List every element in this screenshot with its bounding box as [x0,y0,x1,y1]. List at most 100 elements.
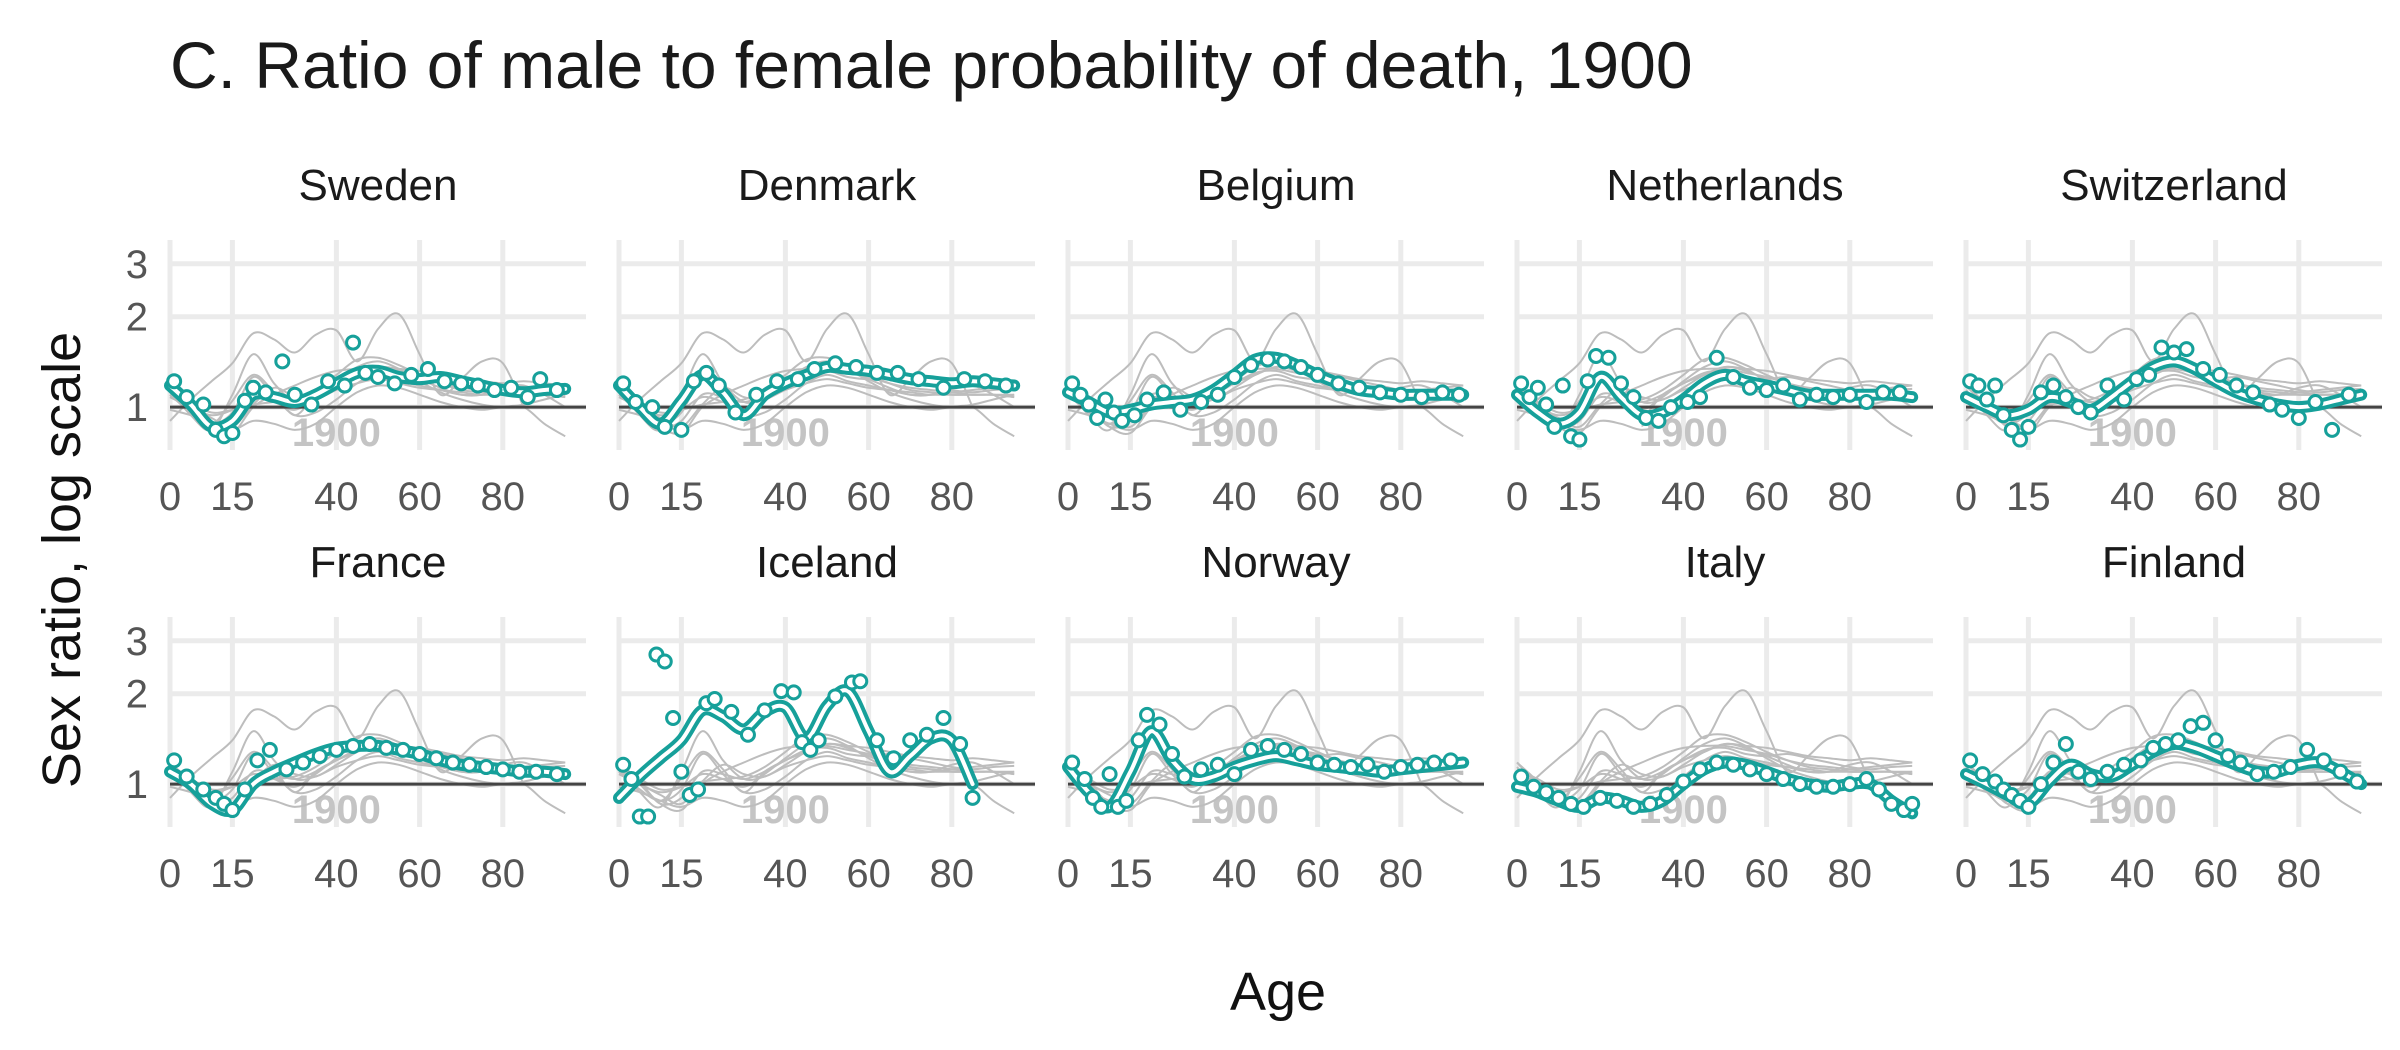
data-point [2170,732,2187,749]
data-point [1513,768,1530,785]
data-point [615,375,632,392]
x-tick-label: 80 [1379,475,1424,519]
data-point [2070,399,2087,416]
data-point [2211,366,2228,383]
data-point [2245,384,2262,401]
data-point [444,754,461,771]
data-point [1974,766,1991,783]
data-point [665,710,682,727]
data-point [1987,377,2004,394]
data-point [2299,741,2316,758]
x-tick-label: 60 [1295,852,1340,896]
data-point [2220,748,2237,765]
data-point [1725,368,1742,385]
x-tick-labels: 0 15 40 60 80 [1057,475,1423,519]
data-point [1883,795,1900,812]
x-tick-labels: 0 15 40 60 80 [1506,852,1872,896]
data-point [868,732,885,749]
x-tick-label: 80 [2277,475,2322,519]
panel-title: Iceland [756,538,898,587]
data-point [274,353,291,370]
x-tick-label: 60 [1744,852,1789,896]
data-point [236,392,253,409]
panel-norway: Norway 1900 0 15 40 60 80 [1057,538,1484,896]
x-tick-label: 0 [1955,852,1977,896]
data-point [1841,776,1858,793]
data-point [2290,410,2307,427]
data-point [2332,763,2349,780]
data-point [1226,766,1243,783]
data-point [623,771,640,788]
x-tick-label: 0 [1057,475,1079,519]
data-point [1151,716,1168,733]
data-point [1642,795,1659,812]
x-tick-label: 60 [397,852,442,896]
data-point [910,371,927,388]
data-point [1758,382,1775,399]
data-point [403,366,420,383]
x-tick-labels: 0 15 40 60 80 [1955,852,2321,896]
data-point [2349,773,2366,790]
data-point [1858,394,1875,411]
data-point [1330,375,1347,392]
data-point [2032,384,2049,401]
data-point [261,741,278,758]
data-point [673,421,690,438]
data-point [1243,357,1260,374]
data-point [1741,761,1758,778]
panel-title: Finland [2102,538,2246,587]
data-point [1791,391,1808,408]
data-point [1292,745,1309,762]
data-point [1130,732,1147,749]
data-point [2249,766,2266,783]
data-point [889,364,906,381]
data-point [1600,349,1617,366]
panel-title: Netherlands [1606,161,1843,210]
data-point [2265,763,2282,780]
data-point [2340,386,2357,403]
data-point [511,763,528,780]
data-point [303,396,320,413]
x-tick-labels: 0 15 40 60 80 [1506,475,1872,519]
highlight-line-core [1964,359,2364,418]
data-point [519,389,536,406]
data-point [1546,418,1563,435]
data-point [166,373,183,390]
data-point [2315,752,2332,769]
data-point [1538,784,1555,801]
x-tick-labels: 0 15 40 60 80 [608,852,974,896]
x-tick-label: 0 [1955,475,1977,519]
data-point [698,364,715,381]
data-points [1513,347,1908,448]
data-point [748,386,765,403]
data-point [1259,351,1276,368]
x-tick-label: 60 [2193,852,2238,896]
data-point [1072,386,1089,403]
data-point [1995,407,2012,424]
data-point [419,360,436,377]
x-tick-labels: 0 15 40 60 80 [159,475,525,519]
x-tick-labels: 0 15 40 60 80 [1955,475,2321,519]
data-point [1725,756,1742,773]
data-point [2132,752,2149,769]
year-label: 1900 [2088,788,2177,832]
panel-title: Italy [1685,538,1766,587]
x-tick-label: 0 [608,852,630,896]
data-point [494,761,511,778]
year-label: 1900 [1190,411,1279,455]
x-tick-label: 15 [1108,852,1153,896]
x-tick-label: 15 [659,475,704,519]
year-label: 1900 [292,788,381,832]
data-point [1209,756,1226,773]
data-point [935,710,952,727]
data-point [178,389,195,406]
x-tick-label: 80 [1379,852,1424,896]
y-tick-label: 3 [126,243,148,287]
x-tick-label: 15 [1557,852,1602,896]
data-point [1575,798,1592,815]
data-point [1409,756,1426,773]
x-tick-label: 0 [1506,475,1528,519]
data-point [885,750,902,767]
data-point [773,683,790,700]
data-point [1741,379,1758,396]
